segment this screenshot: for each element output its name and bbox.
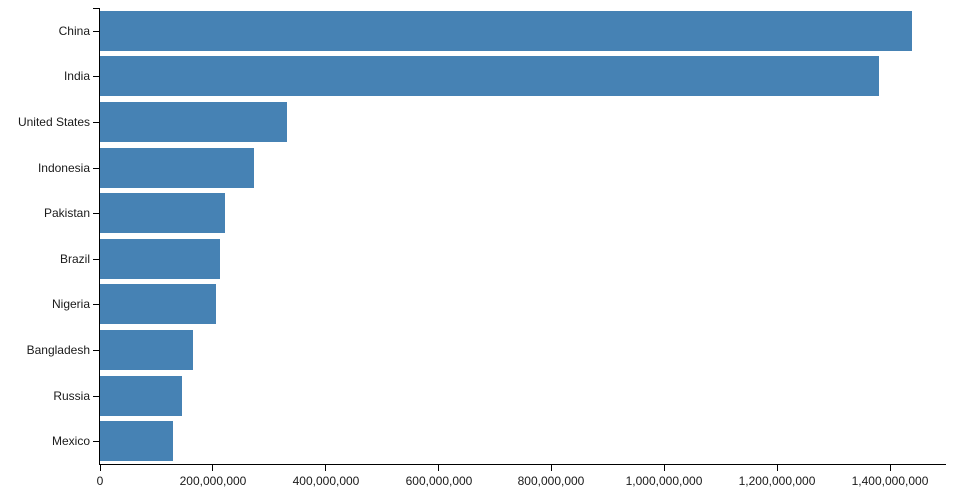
bar	[100, 330, 193, 370]
bar	[100, 284, 217, 325]
y-tick-mark	[93, 76, 99, 77]
y-tick-mark	[93, 350, 99, 351]
bar	[100, 238, 220, 279]
bar	[100, 147, 255, 188]
y-tick-mark	[93, 304, 99, 305]
y-tick-label: Indonesia	[37, 161, 90, 175]
x-tick-label: 1,400,000,000	[851, 474, 929, 488]
y-tick-mark	[93, 213, 99, 214]
y-tick-label: India	[63, 69, 90, 83]
y-tick-label: China	[58, 24, 90, 38]
bar	[100, 102, 287, 142]
bar	[100, 193, 225, 234]
x-tick-mark	[100, 465, 101, 471]
y-tick-label: United States	[17, 115, 90, 129]
x-tick-label: 200,000,000	[179, 474, 247, 488]
bar	[100, 421, 173, 462]
x-tick-mark	[212, 465, 213, 471]
bar	[100, 56, 879, 97]
y-tick-label: Mexico	[51, 434, 90, 448]
x-tick-mark	[551, 465, 552, 471]
y-tick-label: Nigeria	[51, 297, 90, 311]
x-tick-mark	[438, 465, 439, 471]
x-tick-label: 800,000,000	[517, 474, 585, 488]
y-tick-label: Russia	[53, 389, 90, 403]
bar	[100, 375, 183, 416]
y-tick-mark	[93, 259, 99, 260]
x-tick-label: 0	[96, 474, 104, 488]
x-axis-line	[99, 464, 946, 465]
y-tick-mark	[93, 31, 99, 32]
y-tick-mark	[93, 122, 99, 123]
y-tick-label: Brazil	[59, 252, 90, 266]
x-tick-mark	[664, 465, 665, 471]
bar	[100, 10, 913, 51]
y-tick-mark	[93, 441, 99, 442]
x-tick-mark	[890, 465, 891, 471]
y-tick-mark	[93, 168, 99, 169]
x-tick-mark	[777, 465, 778, 471]
y-axis-line	[99, 8, 100, 465]
y-axis-endcap-tick	[93, 8, 99, 9]
x-tick-label: 600,000,000	[405, 474, 473, 488]
x-tick-label: 400,000,000	[292, 474, 360, 488]
y-tick-label: Bangladesh	[26, 343, 90, 357]
x-tick-label: 1,200,000,000	[738, 474, 816, 488]
x-tick-label: 1,000,000,000	[625, 474, 703, 488]
x-tick-mark	[325, 465, 326, 471]
y-tick-mark	[93, 396, 99, 397]
y-tick-label: Pakistan	[43, 206, 90, 220]
